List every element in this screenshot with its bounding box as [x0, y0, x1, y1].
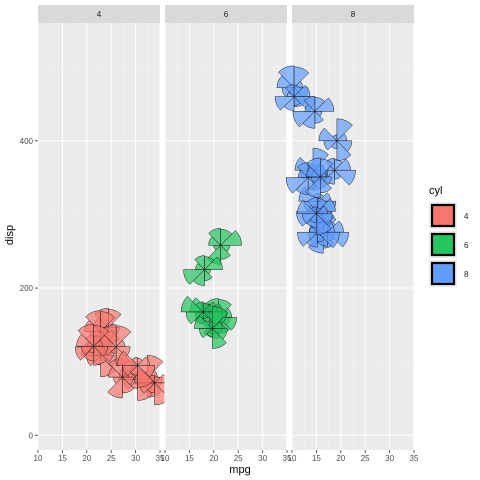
data-wedge — [314, 97, 335, 112]
x-tick-label: 15 — [312, 454, 321, 463]
data-wedge — [212, 306, 229, 330]
x-tick-label: 35 — [410, 454, 419, 463]
data-wedge — [311, 206, 317, 215]
x-tick-label: 20 — [82, 454, 91, 463]
legend-label: 4 — [464, 212, 469, 221]
data-wedge — [183, 269, 206, 285]
data-point — [297, 199, 333, 235]
data-point — [292, 96, 335, 129]
facet-strip — [292, 5, 414, 23]
data-wedge — [336, 140, 352, 162]
y-axis: 0 200 400 — [20, 137, 38, 440]
data-wedge — [207, 322, 213, 330]
facet-panel-6: 6 — [164, 5, 288, 450]
facet-panels: 4 6 8 — [37, 5, 415, 450]
facet-panel-8: 8 — [274, 5, 415, 450]
x-tick-label: 15 — [58, 454, 67, 463]
data-wedge — [297, 199, 318, 214]
data-wedge — [278, 65, 295, 89]
legend: cyl 4 6 8 — [429, 185, 469, 287]
data-wedge — [316, 231, 340, 249]
data-wedge — [285, 177, 309, 194]
facet-strip — [38, 5, 160, 23]
y-tick-label: 200 — [20, 284, 34, 293]
x-tick-label: 25 — [361, 454, 370, 463]
x-tick-label: 25 — [234, 454, 243, 463]
data-wedge — [93, 345, 108, 366]
data-wedge — [318, 127, 338, 142]
data-wedge — [194, 315, 213, 329]
data-point — [183, 255, 223, 286]
data-wedge — [297, 231, 319, 247]
legend-swatch — [430, 261, 456, 286]
data-wedge — [285, 84, 295, 98]
legend-item-6: 6 — [429, 231, 469, 258]
data-wedge — [305, 176, 321, 199]
data-wedge — [316, 213, 332, 235]
data-point — [117, 350, 155, 388]
facet-panel-4: 4 — [37, 5, 172, 450]
facet-strip-label: 8 — [351, 10, 356, 19]
x-axis-label: mpg — [229, 464, 250, 476]
x-tick-label: 20 — [336, 454, 345, 463]
data-wedge — [212, 327, 227, 349]
facet-strip-label: 6 — [224, 10, 229, 19]
data-wedge — [303, 96, 316, 112]
data-point — [305, 157, 334, 199]
data-wedge — [219, 230, 242, 246]
legend-swatch — [430, 203, 456, 228]
facet-strip — [165, 5, 287, 23]
y-tick-label: 0 — [29, 431, 34, 440]
data-wedge — [137, 364, 154, 388]
data-point — [76, 323, 109, 366]
data-wedge — [292, 111, 316, 128]
data-wedge — [131, 357, 138, 366]
legend-label: 6 — [464, 241, 469, 250]
data-wedge — [194, 255, 205, 271]
x-tick-label: 25 — [107, 454, 116, 463]
x-tick-label: 35 — [156, 454, 165, 463]
data-wedge — [332, 134, 338, 142]
data-wedge — [117, 350, 139, 366]
data-wedge — [107, 376, 123, 399]
legend-item-8: 8 — [429, 260, 469, 287]
x-tick-label: 30 — [385, 454, 394, 463]
data-point — [318, 118, 353, 162]
x-tick-label: 30 — [258, 454, 267, 463]
data-wedge — [333, 169, 356, 186]
data-wedge — [208, 228, 221, 246]
legend-title: cyl — [429, 185, 442, 197]
data-wedge — [306, 157, 321, 178]
x-tick-label: 10 — [288, 454, 297, 463]
x-tick-label: 20 — [209, 454, 218, 463]
y-tick-label: 400 — [20, 137, 34, 146]
data-wedge — [180, 295, 204, 313]
x-tick-label: 10 — [34, 454, 43, 463]
legend-item-4: 4 — [429, 202, 469, 229]
data-wedge — [195, 301, 204, 313]
data-point — [194, 306, 229, 349]
data-wedge — [274, 96, 295, 111]
x-tick-label: 30 — [131, 454, 140, 463]
data-wedge — [77, 323, 94, 347]
x-tick-label: 10 — [161, 454, 170, 463]
legend-label: 8 — [464, 270, 469, 279]
data-wedge — [336, 118, 353, 142]
x-tick-label: 15 — [185, 454, 194, 463]
y-axis-label: disp — [4, 225, 16, 245]
facet-strip-label: 4 — [97, 10, 102, 19]
data-wedge — [203, 256, 223, 270]
legend-swatch — [430, 232, 456, 257]
x-tick-label: 35 — [283, 454, 292, 463]
